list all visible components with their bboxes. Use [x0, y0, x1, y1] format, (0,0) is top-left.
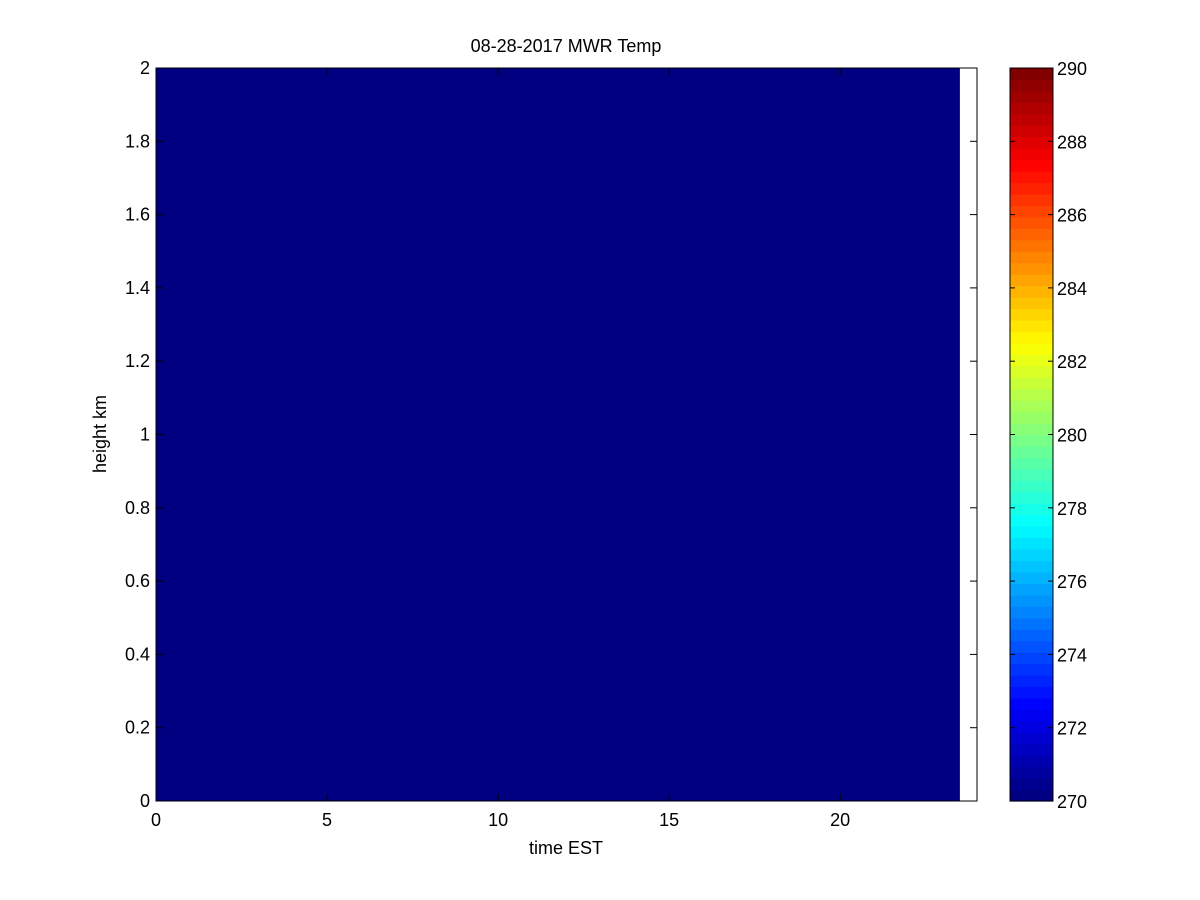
colorbar-swatch — [1010, 503, 1053, 516]
colorbar-swatch — [1010, 732, 1053, 745]
colorbar-swatch — [1010, 709, 1053, 722]
colorbar-tick-label: 282 — [1057, 352, 1087, 372]
y-tick-label: 2 — [140, 58, 150, 78]
x-axis-label: time EST — [529, 838, 603, 858]
colorbar-swatch — [1010, 445, 1053, 459]
colorbar-swatch — [1010, 148, 1053, 161]
colorbar-swatch — [1010, 434, 1053, 447]
colorbar-swatch — [1010, 755, 1053, 768]
colorbar-swatch — [1010, 136, 1053, 149]
colorbar-swatch — [1010, 675, 1053, 688]
colorbar-tick-label: 272 — [1057, 719, 1087, 739]
colorbar-swatch — [1010, 663, 1053, 676]
colorbar-swatch — [1010, 365, 1053, 378]
x-tick-label: 0 — [151, 810, 161, 830]
colorbar-swatch — [1010, 457, 1053, 470]
colorbar-swatch — [1010, 68, 1053, 81]
colorbar-swatch — [1010, 228, 1053, 241]
colorbar-swatch — [1010, 171, 1053, 184]
y-tick-label: 0.6 — [125, 571, 150, 591]
y-tick-label: 0.4 — [125, 644, 150, 664]
colorbar-swatch — [1010, 125, 1053, 138]
y-tick-label: 1.4 — [125, 278, 150, 298]
colorbar-swatch — [1010, 319, 1053, 333]
colorbar-swatch — [1010, 274, 1053, 287]
colorbar-swatch — [1010, 193, 1053, 207]
colorbar-swatch — [1010, 388, 1053, 401]
colorbar-swatch — [1010, 285, 1053, 298]
y-tick-label: 1.2 — [125, 351, 150, 371]
colorbar-swatch — [1010, 297, 1053, 310]
colorbar-swatch — [1010, 354, 1053, 367]
colorbar-swatch — [1010, 686, 1053, 699]
colorbar-swatch — [1010, 216, 1053, 229]
colorbar-tick-label: 278 — [1057, 499, 1087, 519]
x-tick-label: 20 — [830, 810, 850, 830]
colorbar-swatch — [1010, 377, 1053, 390]
colorbar-swatch — [1010, 629, 1053, 642]
colorbar-tick-label: 270 — [1057, 792, 1087, 812]
colorbar-swatch — [1010, 537, 1053, 550]
colorbar-swatch — [1010, 239, 1053, 252]
colorbar-swatch — [1010, 308, 1053, 321]
colorbar-swatch — [1010, 342, 1053, 355]
colorbar-swatch — [1010, 468, 1053, 481]
colorbar-tick-label: 290 — [1057, 59, 1087, 79]
colorbar-swatch — [1010, 514, 1053, 527]
colorbar-tick-label: 288 — [1057, 132, 1087, 152]
colorbar-swatch — [1010, 652, 1053, 665]
colorbar-swatch — [1010, 778, 1053, 791]
chart-title: 08-28-2017 MWR Temp — [471, 36, 662, 56]
heatmap-cell — [156, 68, 960, 801]
colorbar-swatch — [1010, 697, 1053, 710]
colorbar-swatch — [1010, 720, 1053, 733]
colorbar-swatch — [1010, 400, 1053, 413]
y-tick-label: 0.2 — [125, 718, 150, 738]
colorbar-tick-label: 276 — [1057, 572, 1087, 592]
colorbar-swatch — [1010, 205, 1053, 218]
colorbar-swatch — [1010, 743, 1053, 756]
colorbar-tick-label: 284 — [1057, 279, 1087, 299]
colorbar-swatch — [1010, 766, 1053, 779]
colorbar-swatch — [1010, 159, 1053, 172]
colorbar-swatch — [1010, 571, 1053, 584]
plot-area: 0 5 10 15 20 0 0.2 0.4 0.6 0.8 1 1.2 1.4 1.6 1.8 2 — [125, 58, 978, 830]
colorbar-swatch — [1010, 262, 1053, 275]
colorbar-swatch — [1010, 640, 1053, 653]
colorbar-swatch — [1010, 560, 1053, 573]
x-tick-label: 5 — [322, 810, 332, 830]
colorbar-swatch — [1010, 594, 1053, 607]
y-axis-label: height km — [90, 395, 110, 473]
colorbar-swatch — [1010, 331, 1053, 344]
colorbar-swatch — [1010, 480, 1053, 493]
colorbar-swatch — [1010, 90, 1053, 103]
colorbar-swatch — [1010, 251, 1053, 264]
colorbar-swatch — [1010, 79, 1053, 92]
colorbar-swatch — [1010, 526, 1053, 539]
colorbar: 270 272 274 276 278 280 282 284 286 288 290 — [1009, 59, 1087, 812]
colorbar-swatch — [1010, 789, 1053, 802]
colorbar-swatch — [1010, 617, 1053, 630]
colorbar-swatch — [1010, 113, 1053, 126]
y-tick-label: 1.8 — [125, 131, 150, 151]
colorbar-tick-label: 274 — [1057, 645, 1087, 665]
y-tick-label: 1 — [140, 425, 150, 445]
colorbar-swatch — [1010, 583, 1053, 596]
colorbar-tick-label: 280 — [1057, 426, 1087, 446]
colorbar-swatch — [1010, 549, 1053, 562]
y-tick-label: 0.8 — [125, 498, 150, 518]
colorbar-swatch — [1010, 491, 1053, 504]
x-tick-label: 15 — [659, 810, 679, 830]
x-tick-label: 10 — [488, 810, 508, 830]
colorbar-tick-label: 286 — [1057, 206, 1087, 226]
y-tick-label: 1.6 — [125, 205, 150, 225]
colorbar-swatch — [1010, 182, 1053, 195]
colorbar-swatch — [1010, 423, 1053, 436]
colorbar-swatch — [1010, 411, 1053, 424]
colorbar-swatch — [1010, 606, 1053, 619]
colorbar-swatch — [1010, 102, 1053, 115]
y-tick-label: 0 — [140, 791, 150, 811]
